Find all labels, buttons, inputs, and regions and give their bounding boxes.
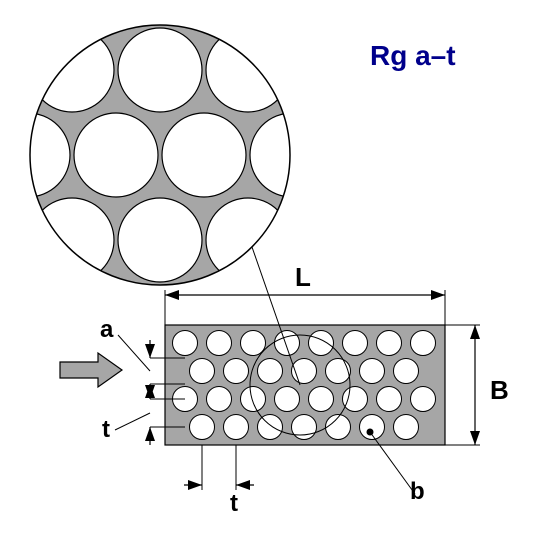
plate	[165, 325, 445, 445]
feed-arrow	[60, 353, 122, 387]
dim-label-B: B	[490, 375, 509, 406]
dim-label-t-vertical: t	[102, 416, 110, 444]
dim-label-a: a	[100, 316, 113, 344]
dim-label-L: L	[295, 262, 311, 293]
diagram-canvas: Rg a–t L B a t t b	[0, 0, 550, 550]
diagram-title: Rg a–t	[370, 40, 456, 72]
dim-label-t-horizontal: t	[230, 490, 238, 518]
diagram-svg	[0, 0, 550, 550]
label-b: b	[410, 478, 425, 506]
detail-view	[0, 23, 334, 287]
